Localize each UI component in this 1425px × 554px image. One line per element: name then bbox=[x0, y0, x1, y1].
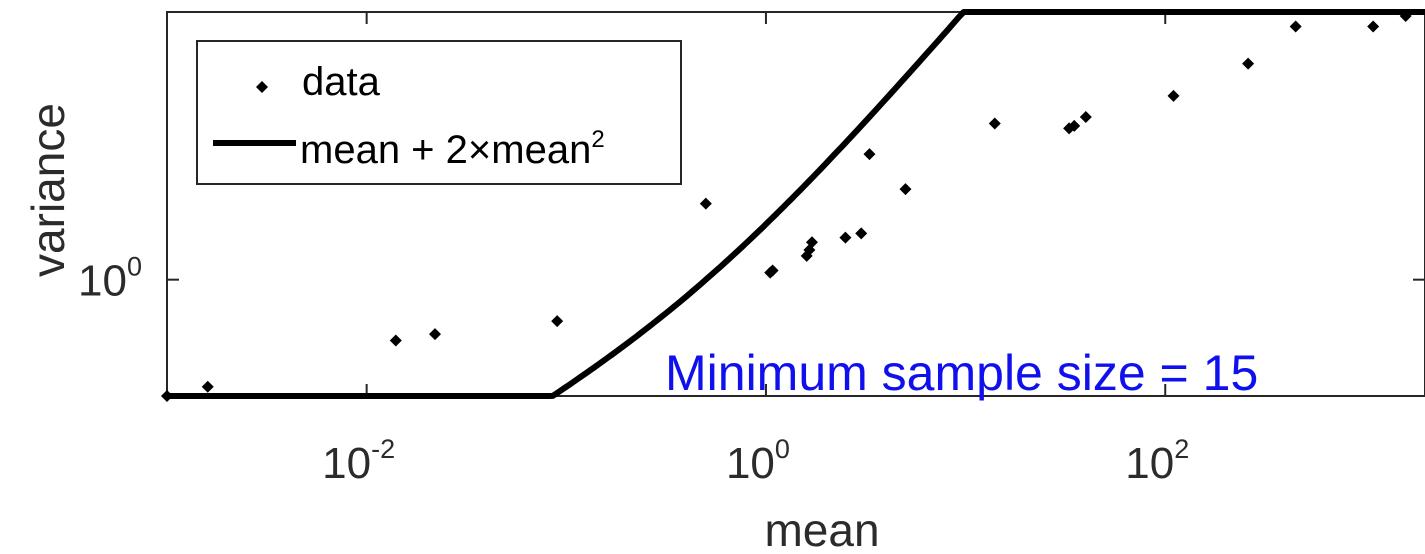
data-point bbox=[161, 390, 173, 402]
data-point bbox=[1068, 119, 1081, 132]
x-tick-label: 100 bbox=[726, 434, 790, 488]
data-point bbox=[1289, 20, 1302, 33]
x-tick-exponent: 2 bbox=[1174, 434, 1189, 464]
data-points-layer bbox=[161, 10, 1412, 402]
data-point bbox=[839, 231, 852, 244]
data-point bbox=[1399, 10, 1412, 22]
data-point bbox=[899, 183, 912, 196]
x-tick-exponent: -2 bbox=[371, 434, 395, 464]
y-tick-base: 10 bbox=[78, 257, 127, 306]
x-tick-label: 10-2 bbox=[322, 434, 395, 488]
data-point bbox=[855, 227, 868, 240]
fit-line-layer bbox=[167, 9, 1425, 399]
x-tick-base: 10 bbox=[322, 439, 371, 488]
data-point bbox=[551, 315, 564, 328]
data-point bbox=[1242, 57, 1255, 70]
data-point bbox=[699, 197, 712, 210]
data-point bbox=[766, 264, 779, 277]
legend-data-label: data bbox=[302, 60, 381, 104]
legend-fit-label-sup: 2 bbox=[591, 126, 604, 153]
x-tick-label: 102 bbox=[1125, 434, 1189, 488]
data-point bbox=[1367, 20, 1380, 33]
legend-fit-label-times: × bbox=[468, 128, 491, 172]
data-point bbox=[1167, 89, 1180, 102]
x-tick-exponent: 0 bbox=[775, 434, 790, 464]
x-tick-base: 10 bbox=[1125, 439, 1174, 488]
data-point bbox=[863, 148, 876, 161]
sample-size-annotation: Minimum sample size = 15 bbox=[665, 345, 1258, 401]
plot-frame bbox=[166, 11, 1425, 397]
legend-fit-label-main: mean + 2 bbox=[300, 128, 468, 172]
data-point bbox=[1079, 111, 1092, 124]
legend-fit-label-mean: mean bbox=[491, 128, 591, 172]
legend-data-marker bbox=[256, 81, 268, 93]
data-point bbox=[988, 117, 1001, 130]
x-tick-base: 10 bbox=[726, 439, 775, 488]
legend-box bbox=[196, 40, 682, 185]
data-point bbox=[201, 380, 214, 393]
x-axis-label: mean bbox=[764, 504, 879, 554]
legend: data mean + 2×mean2 bbox=[196, 40, 682, 185]
y-tick-label: 100 bbox=[78, 252, 142, 306]
y-tick-exponent: 0 bbox=[127, 252, 142, 282]
data-point bbox=[429, 328, 442, 341]
data-point bbox=[805, 236, 818, 249]
y-axis-label: variance bbox=[22, 103, 74, 277]
legend-fit-label: mean + 2×mean2 bbox=[300, 126, 605, 172]
data-point bbox=[389, 334, 402, 347]
fit-line bbox=[167, 9, 1425, 399]
